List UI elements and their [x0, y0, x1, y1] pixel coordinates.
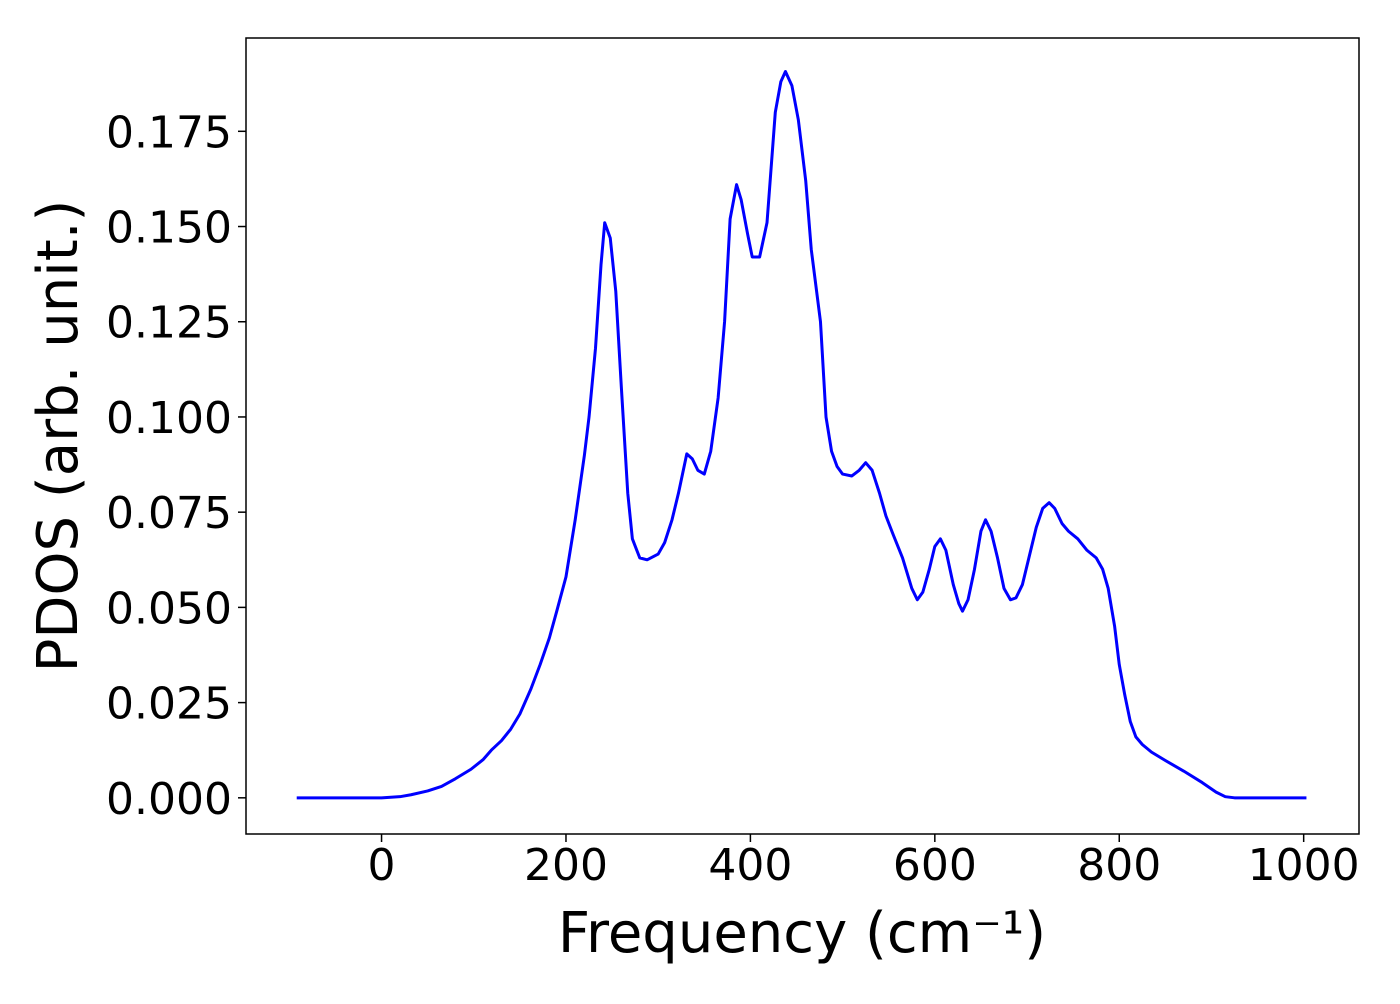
y-tick-label: 0.000 [106, 774, 232, 825]
x-axis-label: Frequency (cm⁻¹) [558, 901, 1046, 966]
y-tick-label: 0.050 [106, 583, 232, 634]
y-tick-label: 0.025 [106, 679, 232, 730]
y-tick-label: 0.150 [106, 203, 232, 254]
y-tick-label: 0.125 [106, 298, 232, 349]
x-tick-label: 800 [1077, 840, 1161, 891]
y-tick-label: 0.175 [106, 107, 232, 158]
x-tick-label: 0 [368, 840, 396, 891]
plot-frame [245, 37, 1360, 835]
x-tick-label: 600 [893, 840, 977, 891]
data-line [296, 70, 1307, 800]
y-axis-label: PDOS (arb. unit.) [26, 200, 91, 673]
x-tick-label: 1000 [1248, 840, 1360, 891]
x-tick-label: 400 [708, 840, 792, 891]
y-tick-label: 0.075 [106, 488, 232, 539]
x-tick-label: 200 [524, 840, 608, 891]
y-tick-label: 0.100 [106, 393, 232, 444]
